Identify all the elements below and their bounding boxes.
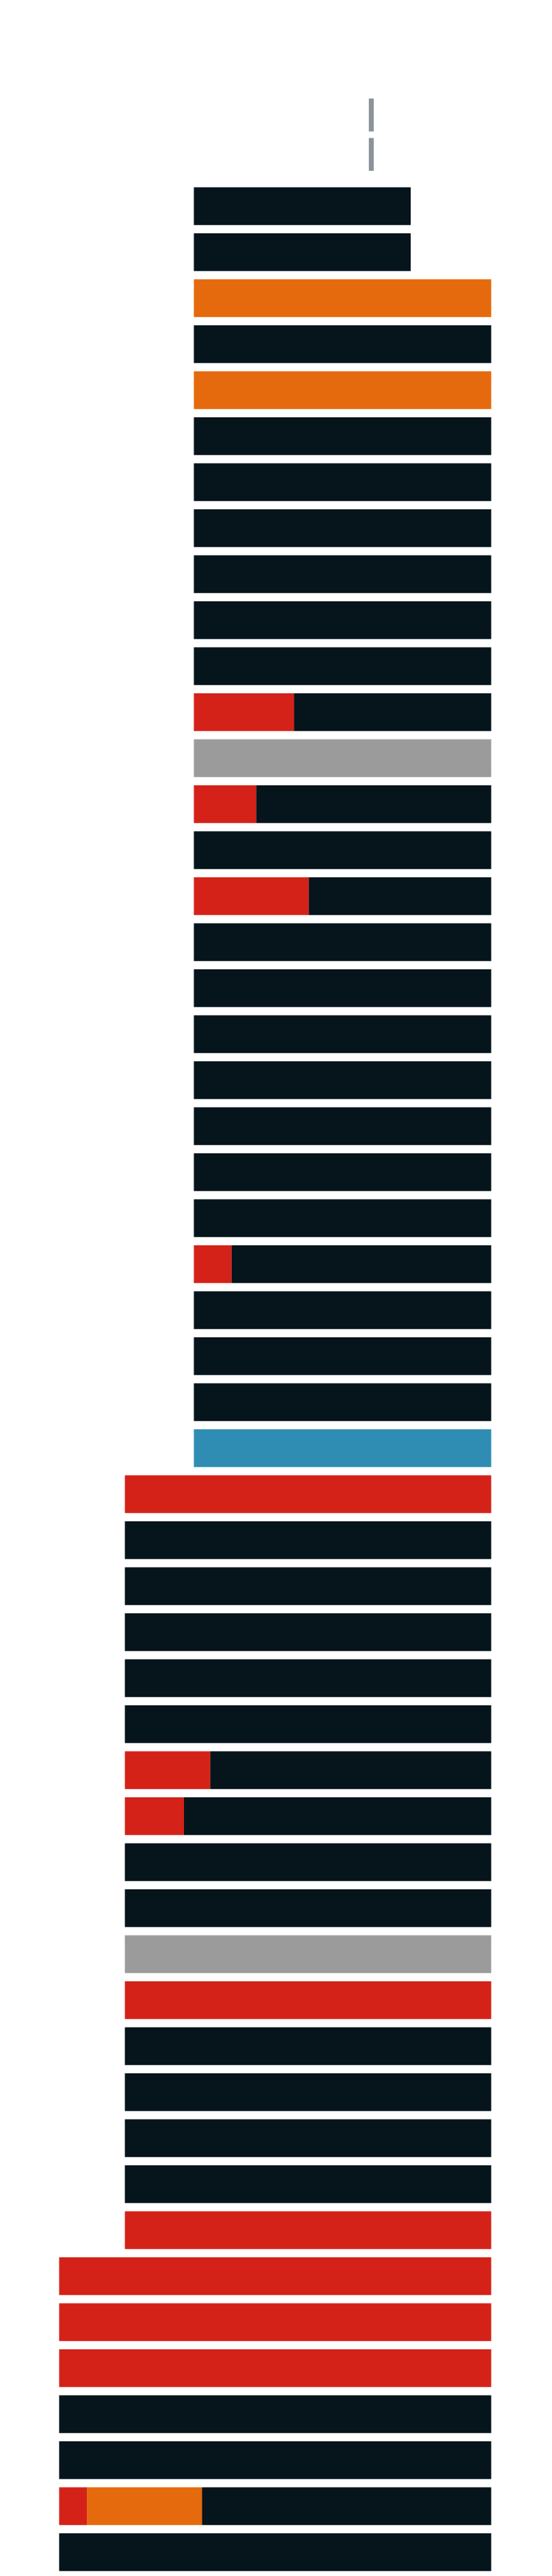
floor-segment [194,1015,492,1053]
floor-segment [194,1153,492,1192]
floor-segment [59,2303,492,2341]
floor-segment [294,693,492,732]
floor-segment [202,2487,492,2525]
floor-segment [124,2165,492,2204]
floor-segment [194,1429,492,1468]
floor-segment [194,969,492,1008]
floor-segment [194,831,492,869]
floor-segment [124,1751,210,1789]
floor-segment [124,1705,492,1744]
floor-segment [194,739,492,777]
floor-segment [124,1613,492,1652]
floor-segment [194,1199,492,1237]
floor-segment [256,785,492,824]
floor-segment [194,463,492,501]
floor-segment [194,647,492,685]
floor-segment [194,601,492,640]
floor-segment [124,1843,492,1881]
floor-segment [194,187,411,225]
floor-segment [124,2027,492,2065]
floor-segment [194,1061,492,1100]
floor-segment [124,1889,492,1928]
floor-segment [124,2211,492,2249]
floor-segment [194,417,492,456]
floor-segment [184,1797,492,1836]
floor-segment [124,1475,492,1513]
floor-segment [59,2395,492,2433]
floor-segment [124,2119,492,2157]
floor-segment [124,2073,492,2112]
floor-segment [194,371,492,409]
floor-segment [194,279,492,317]
floor-segment [59,2487,88,2525]
floor-segment [194,1337,492,1376]
floor-segment [194,233,411,272]
floor-segment [194,555,492,593]
floor-segment [194,325,492,364]
floor-segment [194,1107,492,1145]
floor-segment [124,1521,492,1560]
floor-segment [59,2533,492,2572]
floor-segment [194,509,492,548]
floor-segment [210,1751,492,1789]
floor-segment [59,2349,492,2388]
floor-segment [308,877,492,916]
floor-segment [231,1245,492,1284]
floor-segment [124,1567,492,1605]
floor-segment [194,877,309,916]
floor-segment [194,923,492,961]
floor-segment [194,1291,492,1329]
floor-segment [124,1797,184,1836]
floor-segment [87,2487,202,2525]
floor-segment [194,1245,232,1284]
floor-segment [59,2257,492,2296]
floor-segment [124,1981,492,2020]
floor-segment [194,1383,492,1421]
floor-segment [194,693,294,732]
floor-segment [59,2441,492,2480]
floor-segment [124,1935,492,1973]
floor-segment [124,1659,492,1697]
floor-segment [194,785,257,824]
